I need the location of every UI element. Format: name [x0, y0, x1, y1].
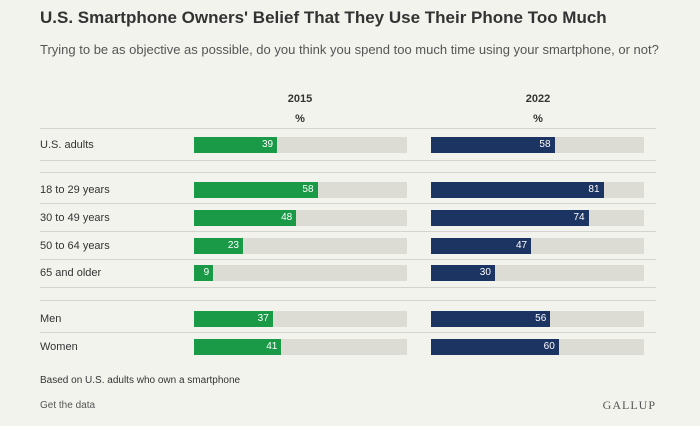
category-label: U.S. adults — [40, 139, 94, 151]
row-divider — [40, 160, 656, 161]
bar-value-label: 39 — [261, 139, 274, 150]
get-data-link[interactable]: Get the data — [40, 400, 96, 411]
bar-value-label: 60 — [543, 341, 555, 352]
category-label: Women — [40, 341, 78, 353]
bar-2015: 41 — [194, 339, 282, 355]
row-divider — [40, 231, 656, 232]
bar-track: 56 — [431, 311, 644, 327]
bar-value-label: 37 — [257, 313, 269, 324]
bar-2015: 23 — [194, 238, 243, 254]
bar-value-label: 41 — [266, 341, 278, 352]
bar-value-label: 30 — [479, 267, 491, 278]
category-label: 18 to 29 years — [40, 184, 110, 196]
bar-value-label: 23 — [227, 240, 239, 251]
footnote: Based on U.S. adults who own a smartphon… — [40, 375, 241, 386]
row-divider — [40, 332, 656, 333]
column-header-2022: 2022 — [525, 93, 551, 105]
column-header-2015: 2015 — [287, 93, 313, 105]
chart-title: U.S. Smartphone Owners' Belief That They… — [40, 8, 607, 27]
row-divider — [40, 172, 656, 173]
bar-track: 81 — [431, 182, 644, 198]
bar-2015: 58 — [194, 182, 318, 198]
bar-track: 58 — [194, 182, 407, 198]
category-label: Men — [40, 313, 62, 325]
bar-track: 30 — [431, 265, 644, 281]
bar-track: 48 — [194, 210, 407, 226]
row-divider — [40, 287, 656, 288]
row-divider — [40, 259, 656, 260]
bar-value-label: 58 — [302, 184, 314, 195]
bar-value-label: 58 — [539, 139, 551, 150]
bar-2015: 39 — [194, 137, 278, 153]
category-label: 65 and older — [40, 267, 102, 279]
chart-subtitle: Trying to be as objective as possible, d… — [40, 42, 659, 57]
category-label: 30 to 49 years — [40, 212, 110, 224]
bar-2022: 81 — [431, 182, 604, 198]
bar-value-label: 56 — [535, 313, 547, 324]
bar-value-label: 9 — [203, 267, 210, 278]
bar-2015: 37 — [194, 311, 273, 327]
bar-track: 41 — [194, 339, 407, 355]
bar-track: 74 — [431, 210, 644, 226]
bar-2015: 48 — [194, 210, 297, 226]
bar-value-label: 48 — [281, 212, 293, 223]
bar-track: 47 — [431, 238, 644, 254]
bar-track: 39 — [194, 137, 407, 153]
row-divider — [40, 203, 656, 204]
bar-track: 23 — [194, 238, 407, 254]
bar-2022: 47 — [431, 238, 532, 254]
bar-2022: 30 — [431, 265, 495, 281]
bar-2022: 60 — [431, 339, 559, 355]
column-unit-2015: % — [295, 113, 305, 125]
column-unit-2022: % — [533, 113, 543, 125]
bar-value-label: 74 — [573, 212, 585, 223]
bar-value-label: 47 — [515, 240, 528, 251]
row-divider — [40, 128, 656, 129]
bar-track: 37 — [194, 311, 407, 327]
gallup-logo: GALLUP — [602, 398, 656, 412]
bar-value-label: 81 — [588, 184, 600, 195]
bar-track: 58 — [431, 137, 644, 153]
category-label: 50 to 64 years — [40, 240, 110, 252]
bar-2022: 58 — [431, 137, 555, 153]
bar-track: 9 — [194, 265, 407, 281]
bar-2022: 56 — [431, 311, 551, 327]
bar-2015: 9 — [194, 265, 214, 281]
bar-2022: 74 — [431, 210, 589, 226]
row-divider — [40, 300, 656, 301]
bar-track: 60 — [431, 339, 644, 355]
